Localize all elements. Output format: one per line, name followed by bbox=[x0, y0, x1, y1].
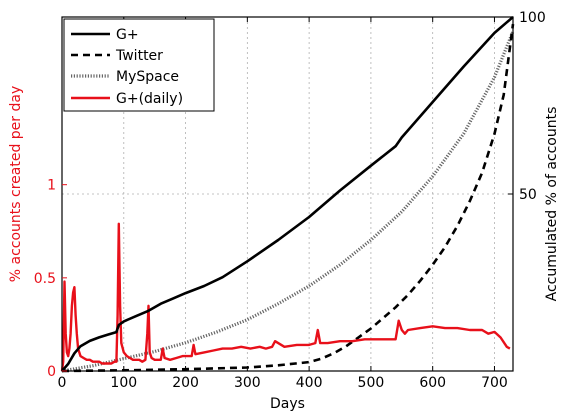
x-tick-label-0: 0 bbox=[58, 375, 67, 391]
x-tick-label-500: 500 bbox=[358, 375, 385, 391]
right-y-tick-label-50: 50 bbox=[519, 187, 537, 203]
series-line-twitter bbox=[61, 23, 515, 373]
legend-label-gplus-daily: G+(daily) bbox=[116, 91, 183, 107]
legend-entry-gplus-daily: G+(daily) bbox=[71, 91, 183, 107]
ticks: 0 100 200 300 400 500 600 700 0 0.5 1 50 100 bbox=[34, 10, 546, 391]
series-line-g-daily bbox=[60, 222, 511, 372]
x-tick-label-700: 700 bbox=[481, 375, 508, 391]
right-y-axis-label: Accumulated % of accounts bbox=[544, 107, 560, 302]
legend: G+ Twitter MySpace G+(daily) bbox=[63, 18, 215, 112]
legend-entry-myspace: MySpace bbox=[71, 69, 179, 85]
right-y-tick-label-100: 100 bbox=[519, 10, 546, 26]
x-tick-label-400: 400 bbox=[296, 375, 323, 391]
x-tick-label-600: 600 bbox=[419, 375, 446, 391]
x-axis-label: Days bbox=[270, 396, 305, 412]
series-layer bbox=[60, 16, 515, 373]
legend-entry-gplus: G+ bbox=[71, 27, 139, 43]
x-tick-label-300: 300 bbox=[234, 375, 261, 391]
legend-label-gplus: G+ bbox=[116, 27, 139, 43]
series-line-g bbox=[61, 16, 514, 372]
left-y-axis-label: % accounts created per day bbox=[8, 86, 24, 283]
x-tick-label-200: 200 bbox=[172, 375, 199, 391]
left-y-tick-label-1: 1 bbox=[47, 178, 56, 194]
left-y-tick-label-0: 0 bbox=[47, 364, 56, 380]
legend-entry-twitter: Twitter bbox=[71, 48, 163, 64]
legend-label-myspace: MySpace bbox=[116, 69, 179, 85]
x-tick-label-100: 100 bbox=[110, 375, 137, 391]
series-line-myspace bbox=[61, 30, 515, 373]
legend-label-twitter: Twitter bbox=[115, 48, 163, 64]
left-y-tick-label-0.5: 0.5 bbox=[34, 271, 56, 287]
